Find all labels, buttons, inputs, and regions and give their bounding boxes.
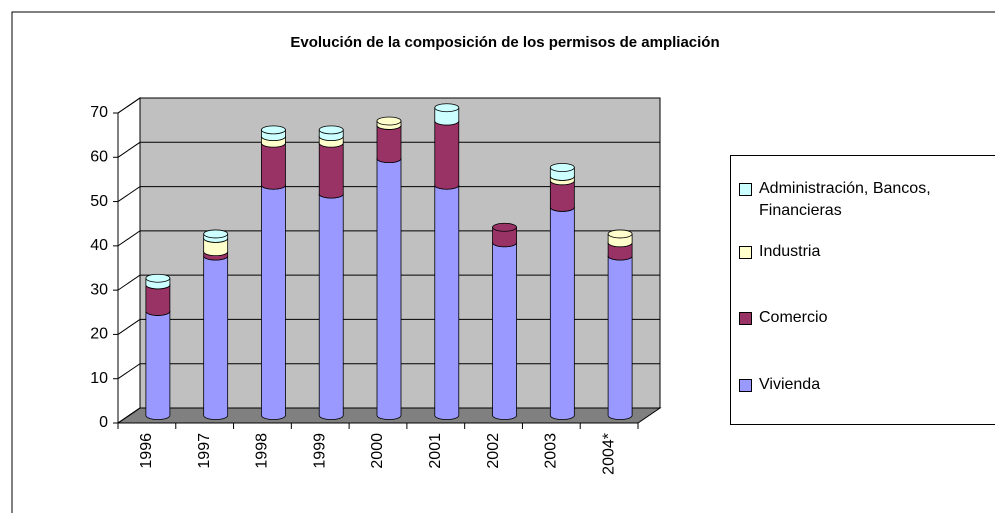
x-tick-label: 2000 bbox=[369, 433, 386, 469]
bar-segment bbox=[203, 255, 229, 420]
bar-cap bbox=[145, 273, 171, 283]
chart-title: Evolución de la composición de los permi… bbox=[290, 34, 719, 51]
bar-cap bbox=[492, 222, 517, 232]
bar-cap bbox=[203, 229, 229, 239]
legend-label: Industria bbox=[759, 243, 821, 260]
side-wall bbox=[117, 97, 141, 424]
bar-segment bbox=[318, 142, 344, 199]
legend-swatch bbox=[739, 379, 752, 392]
legend-swatch bbox=[739, 246, 752, 259]
bar-segment bbox=[549, 180, 575, 212]
y-tick-label: 50 bbox=[90, 193, 108, 210]
grid-line bbox=[117, 186, 660, 202]
x-tick-label: 1997 bbox=[196, 433, 213, 469]
legend-label: Administración, Bancos, Financieras bbox=[759, 180, 931, 219]
grid-line bbox=[117, 363, 660, 380]
bar-segment bbox=[607, 255, 633, 420]
bar-segment bbox=[376, 125, 402, 164]
y-tick-label: 60 bbox=[90, 149, 108, 166]
y-tick-label: 40 bbox=[90, 237, 108, 254]
bar-segment bbox=[318, 193, 344, 420]
bar-segment bbox=[376, 158, 402, 420]
grid-line bbox=[117, 97, 660, 114]
x-tick-label: 2002 bbox=[485, 433, 502, 469]
bar-segment bbox=[434, 120, 460, 190]
bar-segment bbox=[492, 226, 517, 248]
legend-item: Vivienda bbox=[739, 374, 995, 396]
bar-segment bbox=[261, 142, 286, 190]
grid-line bbox=[117, 141, 660, 158]
bar-cap bbox=[434, 103, 460, 113]
y-tick-label: 10 bbox=[90, 370, 108, 387]
y-tick-label: 30 bbox=[90, 281, 108, 298]
bar-cap bbox=[549, 163, 575, 172]
bar-segment bbox=[549, 206, 575, 420]
legend-swatch bbox=[739, 312, 752, 325]
bar-segment bbox=[607, 242, 633, 261]
legend-swatch bbox=[739, 183, 752, 196]
bar-segment bbox=[492, 242, 517, 420]
grid-line bbox=[117, 318, 660, 335]
x-tick-label: 1998 bbox=[254, 433, 271, 469]
legend-item: Administración, Bancos, Financieras bbox=[739, 178, 995, 222]
legend-label: Comercio bbox=[759, 309, 828, 326]
bar-cap bbox=[318, 125, 344, 135]
legend-label: Vivienda bbox=[759, 376, 821, 393]
bar-segment bbox=[434, 184, 460, 420]
bar-segment bbox=[261, 184, 286, 420]
bar-segment bbox=[145, 311, 171, 420]
legend-item: Industria bbox=[739, 241, 995, 263]
y-tick-label: 0 bbox=[99, 414, 108, 431]
x-tick-label: 2003 bbox=[543, 433, 560, 469]
x-tick-label: 1999 bbox=[311, 433, 328, 469]
chart-border bbox=[11, 11, 995, 513]
legend: Administración, Bancos, Financieras Indus… bbox=[730, 155, 995, 425]
bar-cap bbox=[607, 229, 633, 239]
legend-item: Comercio bbox=[739, 307, 995, 329]
bar-segment bbox=[434, 107, 460, 126]
x-tick-label: 2004* bbox=[600, 433, 617, 475]
bar-segment bbox=[203, 237, 229, 257]
y-tick-label: 70 bbox=[90, 104, 108, 121]
bar-cap bbox=[261, 125, 286, 135]
grid-line bbox=[117, 407, 660, 424]
x-tick-label: 2001 bbox=[427, 433, 444, 469]
bar-cap bbox=[376, 116, 402, 126]
grid-line bbox=[117, 274, 660, 291]
grid-line bbox=[117, 230, 660, 247]
bar-segment bbox=[145, 284, 171, 316]
y-tick-label: 20 bbox=[90, 326, 108, 343]
x-tick-label: 1996 bbox=[138, 433, 155, 469]
